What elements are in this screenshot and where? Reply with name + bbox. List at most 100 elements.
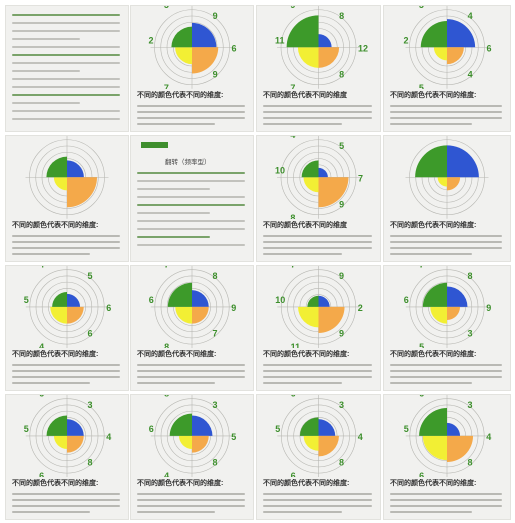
text-line	[137, 212, 210, 214]
text-line	[390, 511, 472, 514]
score-label: 4	[39, 342, 44, 348]
score-label: 5	[339, 141, 344, 151]
text-line	[263, 511, 342, 514]
text-line	[12, 505, 120, 508]
score-label: 8	[467, 458, 472, 468]
text-line	[12, 110, 120, 112]
wedge-blue	[318, 419, 336, 436]
text-line	[137, 244, 245, 246]
score-label: 8	[290, 213, 295, 219]
text-line	[137, 376, 245, 379]
card-c10: 7 8 6 9 8 7 不同的颜色代表不同维度:	[131, 266, 253, 390]
wedge-orange	[67, 435, 84, 453]
score-label: 8	[212, 271, 217, 281]
card-c12: 7 8 6 9 5 3 不同的颜色代表不同的维度:	[384, 266, 510, 390]
score-label: 6	[291, 471, 296, 477]
text-line	[390, 123, 472, 125]
text-line	[137, 382, 215, 385]
wedge-green	[420, 21, 447, 48]
text-line	[263, 499, 372, 502]
text-line	[12, 54, 120, 56]
score-label: 9	[486, 303, 491, 313]
text-line	[137, 220, 245, 222]
score-label: 10	[275, 165, 285, 175]
text-line	[137, 105, 245, 107]
score-label: 8	[339, 11, 344, 21]
wedge-green	[167, 282, 192, 307]
score-label: 5	[87, 271, 92, 281]
wedge-orange	[192, 306, 209, 324]
card-c2: 5 9 2 6 7 9 不同的颜色代表不同的维度:	[131, 6, 253, 131]
text-line	[12, 22, 120, 24]
text-line	[390, 370, 502, 373]
score-label: 2	[149, 35, 154, 45]
text-line	[263, 253, 342, 255]
text-line	[263, 493, 372, 496]
text-line	[263, 364, 372, 367]
wedge-yellow	[422, 435, 447, 461]
score-label: 5	[24, 424, 29, 434]
card-c8: 不同的颜色代表不同的维度:	[384, 136, 510, 261]
wedge-orange	[192, 435, 209, 453]
radar-chart: 9 8 11 12 7 8	[275, 6, 368, 89]
score-label: 12	[358, 43, 368, 53]
text-line	[137, 117, 245, 119]
score-label: 4	[290, 136, 295, 140]
wedge-blue	[318, 167, 328, 178]
wedge-yellow	[433, 47, 447, 61]
card-caption: 不同的颜色代表不同的维度:	[12, 222, 99, 229]
wedge-blue	[67, 293, 81, 307]
card-c1	[6, 6, 128, 131]
wedge-yellow	[175, 47, 192, 65]
wedge-blue	[318, 34, 332, 48]
text-line	[390, 376, 502, 379]
wedge-green	[286, 15, 319, 48]
card-caption: 不同的颜色代表不同的维度:	[390, 480, 477, 488]
text-line	[390, 364, 502, 367]
text-line	[12, 62, 120, 64]
text-line	[263, 111, 372, 113]
wedge-orange	[67, 177, 97, 208]
score-label: 11	[275, 35, 285, 45]
score-label: 8	[164, 342, 169, 348]
text-line	[12, 499, 120, 502]
wedge-yellow	[298, 306, 319, 328]
text-line	[12, 235, 120, 237]
section-heading: 翻转（频率型）	[165, 159, 211, 166]
score-label: 9	[339, 271, 344, 281]
card-caption: 不同的颜色代表不同的维度:	[390, 222, 477, 229]
card-caption: 不同的颜色代表不同的维度:	[263, 351, 350, 359]
text-line	[137, 111, 245, 113]
wedge-green	[419, 408, 447, 436]
wedge-orange	[318, 435, 339, 457]
score-label: 6	[39, 471, 44, 477]
card-caption: 不同的颜色代表不同的维度:	[263, 480, 350, 488]
text-line	[263, 105, 372, 107]
card-c11: 7 9 10 2 11 9 不同的颜色代表不同的维度:	[257, 266, 380, 390]
wedge-orange	[67, 306, 84, 324]
score-label: 4	[486, 432, 491, 442]
text-line	[137, 180, 245, 182]
card-caption: 不同的颜色代表不同的维度	[263, 222, 347, 229]
text-line	[137, 196, 245, 198]
wedge-green	[415, 145, 447, 178]
text-line	[390, 241, 502, 243]
score-label: 11	[291, 342, 301, 348]
card-caption: 不同的颜色代表不同的维度:	[12, 351, 99, 359]
card-c14: 8 3 6 5 4 8 不同的颜色代表不同的维度:	[131, 395, 253, 519]
score-label: 9	[231, 303, 236, 313]
radar-chart: 5 4 2 6 5 4	[404, 6, 492, 89]
radar-chart: 5 9 2 6 7 9	[149, 6, 237, 89]
wedge-orange	[447, 47, 464, 65]
card-c7: 4 5 10 7 8 9 不同的颜色代表不同的维度	[257, 136, 380, 261]
text-line	[137, 228, 245, 230]
text-line	[12, 70, 80, 72]
wedge-yellow	[297, 47, 319, 68]
score-label: 3	[467, 400, 472, 410]
score-label: 6	[87, 329, 92, 339]
score-label: 6	[149, 295, 154, 305]
text-line	[137, 499, 245, 502]
text-line	[263, 117, 372, 119]
text-line	[12, 247, 120, 249]
text-line	[263, 376, 372, 379]
